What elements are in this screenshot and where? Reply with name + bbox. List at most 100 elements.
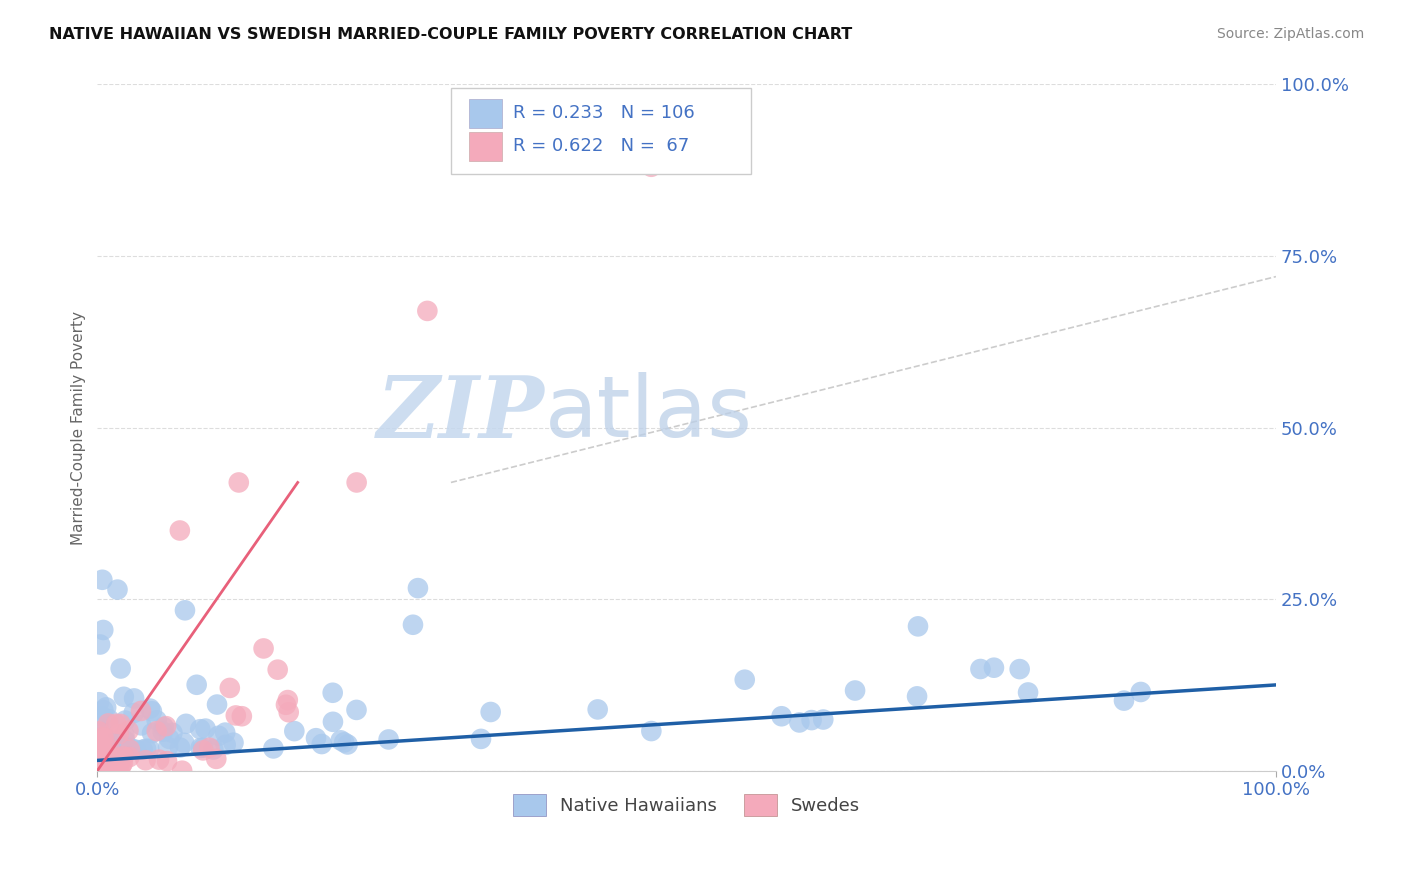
Point	[91, 744, 114, 758]
Point	[97, 746, 120, 760]
Point	[91, 730, 114, 744]
Point	[90, 764, 112, 778]
Point	[789, 715, 811, 730]
Point	[87, 764, 110, 778]
Point	[87, 764, 110, 778]
Point	[983, 661, 1005, 675]
Point	[96, 764, 118, 778]
Point	[333, 735, 356, 749]
Point	[586, 702, 609, 716]
Point	[125, 743, 148, 757]
Point	[129, 704, 152, 718]
Point	[107, 727, 129, 741]
Point	[112, 690, 135, 704]
Text: NATIVE HAWAIIAN VS SWEDISH MARRIED-COUPLE FAMILY POVERTY CORRELATION CHART: NATIVE HAWAIIAN VS SWEDISH MARRIED-COUPL…	[49, 27, 852, 42]
Point	[169, 740, 191, 755]
Point	[97, 712, 120, 726]
Text: R = 0.233   N = 106: R = 0.233 N = 106	[513, 104, 695, 122]
Point	[87, 748, 110, 763]
Point	[131, 718, 153, 732]
Point	[322, 686, 344, 700]
Point	[97, 735, 120, 749]
Point	[104, 738, 127, 752]
Point	[231, 709, 253, 723]
Point	[94, 750, 117, 764]
Point	[1017, 685, 1039, 699]
Point	[112, 749, 135, 764]
Point	[311, 737, 333, 751]
Point	[107, 740, 129, 755]
Point	[174, 716, 197, 731]
Point	[218, 681, 240, 695]
Point	[191, 740, 214, 755]
Point	[108, 747, 131, 761]
Point	[107, 764, 129, 778]
Point	[266, 663, 288, 677]
Point	[905, 690, 928, 704]
Point	[813, 713, 835, 727]
Point	[207, 729, 229, 743]
Point	[104, 750, 127, 764]
Point	[97, 741, 120, 756]
Point	[89, 740, 111, 755]
Point	[283, 724, 305, 739]
Point	[131, 742, 153, 756]
Point	[97, 755, 120, 769]
Point	[90, 757, 112, 772]
Point	[114, 714, 136, 728]
Point	[148, 753, 170, 767]
Point	[470, 731, 492, 746]
Point	[157, 739, 180, 754]
Point	[91, 703, 114, 717]
Point	[122, 691, 145, 706]
Point	[173, 736, 195, 750]
Point	[87, 746, 110, 760]
Point	[155, 719, 177, 733]
Point	[89, 764, 111, 778]
Point	[87, 764, 110, 778]
Point	[110, 717, 132, 731]
Point	[97, 716, 120, 731]
Point	[96, 764, 118, 778]
Point	[96, 751, 118, 765]
Point	[114, 733, 136, 747]
Point	[87, 695, 110, 709]
Point	[118, 750, 141, 764]
Point	[277, 705, 299, 719]
Point	[152, 720, 174, 734]
Point	[205, 752, 228, 766]
Point	[402, 617, 425, 632]
Point	[145, 713, 167, 727]
Point	[118, 742, 141, 756]
Point	[89, 746, 111, 760]
Point	[96, 745, 118, 759]
Point	[734, 673, 756, 687]
Point	[262, 741, 284, 756]
Point	[194, 722, 217, 736]
Point	[138, 742, 160, 756]
Point	[120, 741, 142, 756]
Point	[322, 714, 344, 729]
Point	[174, 603, 197, 617]
Bar	[468, 99, 502, 128]
Point	[205, 698, 228, 712]
Point	[90, 731, 112, 745]
Point	[91, 746, 114, 760]
Point	[93, 733, 115, 747]
Point	[101, 760, 124, 774]
Point	[346, 703, 368, 717]
Point	[89, 734, 111, 748]
Point	[111, 756, 134, 771]
Point	[770, 709, 793, 723]
Point	[157, 731, 180, 746]
Text: ZIP: ZIP	[377, 372, 546, 456]
Point	[105, 716, 128, 731]
Point	[214, 725, 236, 739]
Point	[112, 739, 135, 754]
Point	[640, 724, 662, 739]
Point	[135, 741, 157, 756]
Point	[100, 739, 122, 753]
Point	[1129, 685, 1152, 699]
Point	[640, 160, 662, 174]
Point	[108, 764, 131, 778]
